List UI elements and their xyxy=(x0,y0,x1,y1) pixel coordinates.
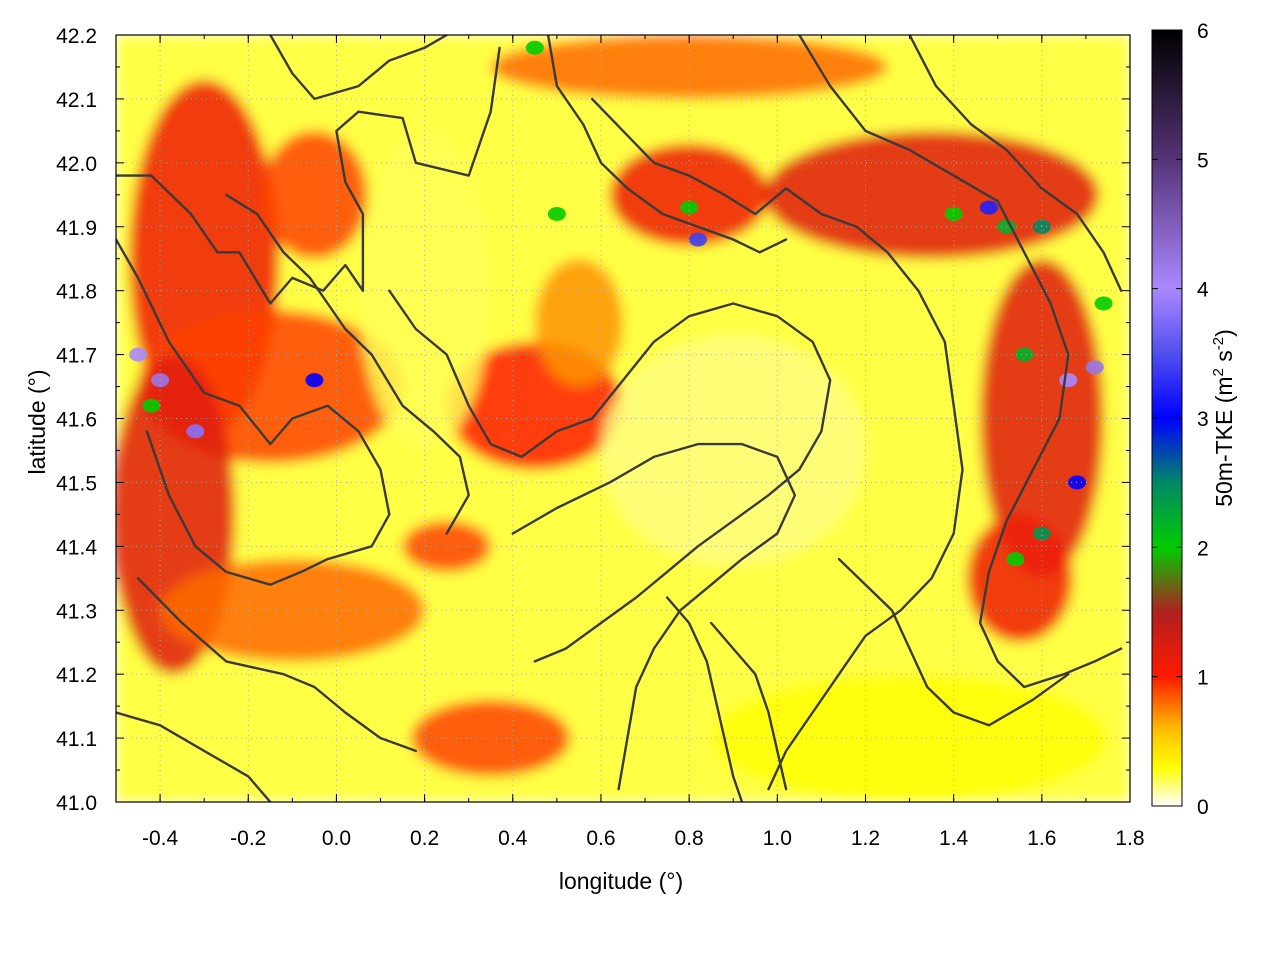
terrain-contours xyxy=(116,35,1123,802)
colorbar-label-main: 50m-TKE (m xyxy=(1211,376,1237,506)
field-region xyxy=(411,699,571,777)
field-peak xyxy=(525,40,544,55)
field-peak xyxy=(688,232,707,247)
terrain-contour xyxy=(908,35,1123,292)
terrain-contour xyxy=(116,46,501,305)
x-axis-label: longitude (°) xyxy=(559,868,683,894)
x-tick-label: 1.8 xyxy=(1115,827,1144,850)
terrain-contour xyxy=(590,97,964,791)
terrain-contour xyxy=(511,442,797,791)
field-region xyxy=(711,674,1108,802)
y-tick-label: 41.0 xyxy=(56,792,97,815)
y-tick-label: 41.4 xyxy=(56,536,97,559)
terrain-contour xyxy=(665,596,744,802)
terrain-contour xyxy=(388,289,832,663)
x-tick-label: 0.0 xyxy=(322,827,351,850)
x-tick-label: 0.8 xyxy=(675,827,704,850)
field-region xyxy=(966,514,1073,643)
colorbar-label-sup1: 2 xyxy=(1210,368,1227,376)
colorbar-tick-label: 2 xyxy=(1197,537,1209,560)
y-axis-label: latitude (°) xyxy=(24,369,50,474)
terrain-contour xyxy=(116,711,272,802)
y-tick-label: 41.9 xyxy=(56,217,97,240)
colorbar-tick-label: 1 xyxy=(1197,667,1209,690)
y-tick-label: 42.0 xyxy=(56,153,97,176)
y-tick-label: 41.8 xyxy=(56,281,97,304)
field-peak xyxy=(1059,373,1078,388)
field-peak xyxy=(1032,526,1051,541)
colorbar-tick-label: 3 xyxy=(1197,408,1209,431)
y-tick-label: 41.1 xyxy=(56,728,97,751)
terrain-contour xyxy=(136,577,417,753)
field-peak xyxy=(142,398,161,413)
x-tick-label: 1.0 xyxy=(763,827,792,850)
terrain-contour xyxy=(837,557,1070,727)
field-peak xyxy=(1094,296,1113,311)
terrain-contour xyxy=(116,238,391,586)
x-tick-label: 1.4 xyxy=(939,827,969,850)
x-tick-label: -0.4 xyxy=(142,827,179,850)
terrain-contour xyxy=(225,193,470,535)
terrain-contour xyxy=(710,621,788,791)
y-tick-label: 41.3 xyxy=(56,600,97,623)
field-region xyxy=(160,559,425,662)
field-region xyxy=(534,258,623,387)
field-peak xyxy=(547,206,566,221)
tke-peaks xyxy=(129,40,1113,567)
plot-area: -0.4 -0.2 0.0 0.2 0.4 0.6 0.8 1.0 1.2 1.4 1.6 1.8 4… xyxy=(56,25,1144,850)
colorbar-tick-label: 6 xyxy=(1197,20,1209,43)
colorbar-tick-label: 5 xyxy=(1197,149,1209,172)
y-tick-label: 41.2 xyxy=(56,664,97,687)
colorbar-tick-label: 4 xyxy=(1197,279,1209,302)
x-tick-label: -0.2 xyxy=(230,827,266,850)
x-tick-label: 0.6 xyxy=(586,827,615,850)
field-peak xyxy=(186,424,205,439)
field-peak xyxy=(979,200,998,215)
field-region xyxy=(609,143,769,246)
colorbar-label-sup2: -2 xyxy=(1210,337,1227,350)
grid-lines xyxy=(116,35,1130,802)
field-peak xyxy=(1006,552,1025,567)
y-tick-label: 41.6 xyxy=(56,409,97,432)
terrain-contour xyxy=(269,35,448,101)
colorbar-label-end: ) xyxy=(1211,329,1237,337)
field-peak xyxy=(1015,347,1034,362)
field-peak xyxy=(1068,475,1087,490)
terrain-contour xyxy=(546,35,788,254)
y-tick-label: 41.5 xyxy=(56,472,97,495)
x-tick-label: 1.6 xyxy=(1027,827,1056,850)
terrain-contour xyxy=(798,35,1123,689)
colorbar-label-mid: s xyxy=(1211,350,1237,368)
field-peak xyxy=(944,206,963,221)
field-peak xyxy=(680,200,699,215)
colorbar-tick-label: 0 xyxy=(1197,796,1209,819)
colorbar-label: 50m-TKE (m2 s-2) xyxy=(1210,329,1237,507)
field-region xyxy=(600,335,866,566)
field-peak xyxy=(129,347,148,362)
x-tick-label: 0.2 xyxy=(410,827,439,850)
y-axis-ticks: 41.0 41.1 41.2 41.3 41.4 41.5 41.6 41.7 41.8 41.9… xyxy=(56,25,1130,815)
y-tick-label: 42.1 xyxy=(56,89,97,112)
field-region xyxy=(490,35,888,99)
field-peak xyxy=(305,373,324,388)
field-peak xyxy=(1085,360,1104,375)
tke-field xyxy=(116,35,1130,802)
x-tick-label: 1.2 xyxy=(851,827,880,850)
y-tick-label: 41.7 xyxy=(56,345,97,368)
x-tick-label: 0.4 xyxy=(498,827,528,850)
y-tick-label: 42.2 xyxy=(56,25,97,48)
colorbar-ticks: 0 1 2 3 4 5 6 xyxy=(1152,20,1209,819)
x-axis-ticks: -0.4 -0.2 0.0 0.2 0.4 0.6 0.8 1.0 1.2 1.4 1.6 1.8 xyxy=(115,35,1145,850)
